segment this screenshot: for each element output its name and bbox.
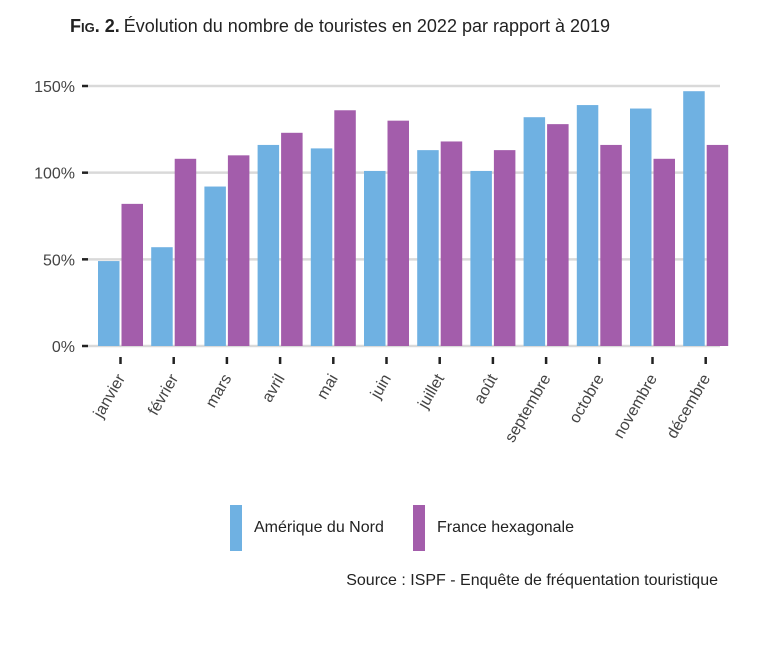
- title-text: Évolution du nombre de touristes en 2022…: [123, 16, 611, 36]
- x-tick-label: août: [471, 371, 502, 407]
- legend-swatch-amerique: [230, 505, 242, 551]
- bar-amerique: [257, 144, 280, 346]
- bar-france: [334, 110, 356, 347]
- legend-item-amerique: Amérique du Nord: [230, 505, 384, 551]
- y-tick-label: 50%: [43, 252, 75, 269]
- figure-number: Fig. 2.: [70, 16, 120, 36]
- x-tick-label: juillet: [415, 371, 449, 412]
- bar-france: [281, 132, 303, 346]
- bar-france: [121, 203, 143, 346]
- legend-swatch-france: [413, 505, 425, 551]
- y-tick-label: 100%: [34, 166, 75, 183]
- bar-amerique: [310, 148, 333, 346]
- x-tick-label: novembre: [611, 371, 661, 441]
- bar-france: [440, 141, 463, 346]
- bar-france: [174, 158, 197, 346]
- legend-label-france: France hexagonale: [437, 519, 574, 536]
- legend-label-amerique: Amérique du Nord: [254, 519, 384, 536]
- bar-france: [600, 144, 622, 346]
- bar-amerique: [523, 117, 546, 346]
- y-tick-label: 0%: [52, 339, 75, 356]
- bar-amerique: [576, 105, 599, 346]
- bar-france: [547, 124, 569, 346]
- x-tick-label: mars: [203, 372, 236, 411]
- bar-amerique: [630, 108, 652, 347]
- x-tick-label: mai: [314, 372, 342, 403]
- bar-france: [493, 150, 516, 346]
- bar-france: [227, 155, 250, 346]
- bar-amerique: [364, 170, 386, 346]
- bar-amerique: [151, 247, 173, 346]
- y-tick-label: 150%: [34, 79, 75, 96]
- x-tick-label: février: [145, 371, 182, 419]
- x-tick-label: octobre: [566, 371, 607, 426]
- bar-amerique: [683, 91, 705, 346]
- chart-title: Fig. 2. Évolution du nombre de touristes …: [70, 16, 610, 37]
- x-tick-label: avril: [259, 372, 288, 406]
- bar-amerique: [204, 186, 226, 346]
- bar-amerique: [417, 150, 439, 346]
- source-note: Source : ISPF - Enquête de fréquentation…: [346, 572, 718, 589]
- legend-item-france: France hexagonale: [413, 505, 574, 551]
- bar-france: [706, 144, 729, 346]
- bar-amerique: [470, 170, 492, 346]
- x-tick-label: janvier: [90, 371, 129, 422]
- x-tick-label: juin: [367, 372, 395, 403]
- bar-amerique: [98, 261, 120, 346]
- bar-france: [387, 120, 409, 347]
- x-tick-label: décembre: [664, 371, 714, 441]
- x-tick-label: septembre: [502, 371, 555, 445]
- bar-france: [653, 158, 675, 346]
